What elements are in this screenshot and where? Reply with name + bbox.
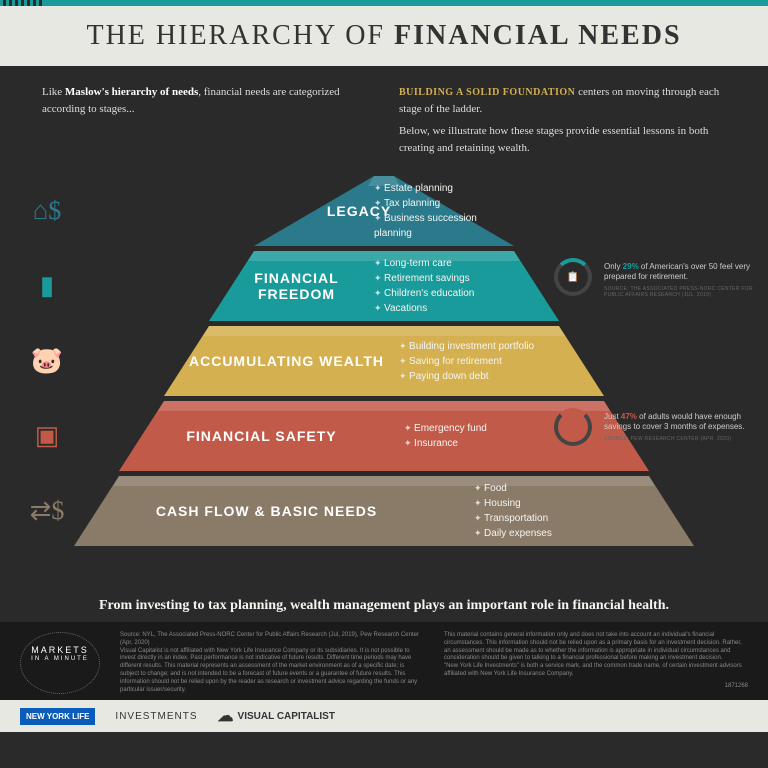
tier-label: ACCUMULATING WEALTH — [187, 353, 387, 369]
ny-life-logo: NEW YORK LIFE — [20, 708, 95, 725]
tier-item: Daily expenses — [474, 526, 552, 541]
tier-item: Saving for retirement — [399, 354, 534, 369]
tier-item: Tax planning — [374, 196, 514, 211]
tier-item: Children's education — [374, 286, 474, 301]
pyramid-tier: CASH FLOW & BASIC NEEDS FoodHousingTransp… — [74, 476, 694, 546]
callout-stat: 29% — [623, 262, 639, 271]
tier-item: Business succession planning — [374, 211, 514, 241]
tier-side-icon: ⇄$ — [24, 488, 70, 534]
tier-item: Vacations — [374, 301, 474, 316]
sponsor-bar: NEW YORK LIFE INVESTMENTS ☁VISUAL CAPITA… — [0, 700, 768, 732]
footer-bar: MARKETS IN A MINUTE Source: NYL, The Ass… — [0, 622, 768, 700]
intro-left: Like Maslow's hierarchy of needs, financ… — [42, 84, 369, 156]
title-light: THE HIERARCHY OF — [86, 20, 394, 51]
callout-prefix: Only — [604, 262, 623, 271]
callout-icon: 📋 — [554, 258, 592, 296]
tier-item: Housing — [474, 496, 552, 511]
visual-capitalist-logo: ☁VISUAL CAPITALIST — [218, 706, 335, 726]
disclaimer-3: "New York Life Investments" is both a se… — [444, 663, 748, 679]
tier-side-icon: 🐷 — [24, 338, 70, 384]
logo-line1: MARKETS — [25, 645, 95, 656]
intro-emphasis: Maslow's hierarchy of needs — [65, 86, 198, 98]
pyramid-tier: LEGACYEstate planningTax planningBusines… — [254, 176, 514, 246]
tier-item: Estate planning — [374, 181, 514, 196]
tier-side-icon: ▮ — [24, 263, 70, 309]
fine-print-right: This material contains general informati… — [444, 632, 748, 694]
disclaimer-1: Visual Capitalist is not affiliated with… — [120, 648, 424, 695]
tier-side-icon: ▣ — [24, 413, 70, 459]
tier-item: Long-term care — [374, 256, 474, 271]
callout-stat: 47% — [621, 412, 637, 421]
logo-line2: IN A MINUTE — [25, 656, 95, 663]
tier-items: Emergency fundInsurance — [404, 421, 487, 451]
intro-right-line2: Below, we illustrate how these stages pr… — [399, 123, 726, 156]
pyramid-tier: ACCUMULATING WEALTH Building investment p… — [164, 326, 604, 396]
intro-pre: Like — [42, 86, 65, 98]
tier-items: FoodHousingTransportationDaily expenses — [474, 481, 552, 541]
title-banner: THE HIERARCHY OF FINANCIAL NEEDS — [0, 0, 768, 66]
pyramid-tier: FINANCIAL FREEDOM Long-term careRetiremen… — [209, 251, 559, 321]
tier-label: FINANCIAL FREEDOM — [232, 270, 362, 302]
tier-item: Paying down debt — [399, 369, 534, 384]
tier-items: Building investment portfolioSaving for … — [399, 339, 534, 384]
ref-number: 1871268 — [444, 683, 748, 691]
vc-text: VISUAL CAPITALIST — [238, 711, 335, 722]
disclaimer-2: This material contains general informati… — [444, 632, 748, 663]
source-line: Source: NYL, The Associated Press-NORC C… — [120, 632, 424, 648]
tier-item: Building investment portfolio — [399, 339, 534, 354]
intro-highlight: BUILDING A SOLID FOUNDATION — [399, 87, 575, 98]
callout-prefix: Just — [604, 412, 621, 421]
investments-label: INVESTMENTS — [115, 711, 197, 722]
callout-source: SOURCE: THE ASSOCIATED PRESS-NORC CENTER… — [604, 286, 754, 299]
intro-right: BUILDING A SOLID FOUNDATION centers on m… — [399, 84, 726, 156]
page-title: THE HIERARCHY OF FINANCIAL NEEDS — [0, 20, 768, 52]
markets-logo: MARKETS IN A MINUTE — [20, 632, 100, 694]
tier-item: Transportation — [474, 511, 552, 526]
callout-icon: $$$ — [554, 408, 592, 446]
tier-items: Long-term careRetirement savingsChildren… — [374, 256, 474, 316]
tier-label: FINANCIAL SAFETY — [142, 428, 382, 444]
tier-item: Insurance — [404, 436, 487, 451]
intro-section: Like Maslow's hierarchy of needs, financ… — [0, 66, 768, 166]
footer-statement: From investing to tax planning, wealth m… — [0, 586, 768, 622]
fine-print-left: Source: NYL, The Associated Press-NORC C… — [120, 632, 424, 694]
stat-callout: $$$ Just 47% of adults would have enough… — [604, 412, 754, 442]
stat-callout: 📋 Only 29% of American's over 50 feel ve… — [604, 262, 754, 299]
tier-side-icon: ⌂$ — [24, 188, 70, 234]
callout-source: SOURCE: PEW RESEARCH CENTER (APR, 2020) — [604, 436, 754, 443]
tier-item: Food — [474, 481, 552, 496]
tier-items: Estate planningTax planningBusiness succ… — [374, 181, 514, 241]
tier-label: CASH FLOW & BASIC NEEDS — [97, 503, 437, 519]
tier-item: Emergency fund — [404, 421, 487, 436]
pyramid-diagram: LEGACYEstate planningTax planningBusines… — [24, 166, 744, 586]
tier-item: Retirement savings — [374, 271, 474, 286]
title-bold: FINANCIAL NEEDS — [394, 20, 682, 51]
